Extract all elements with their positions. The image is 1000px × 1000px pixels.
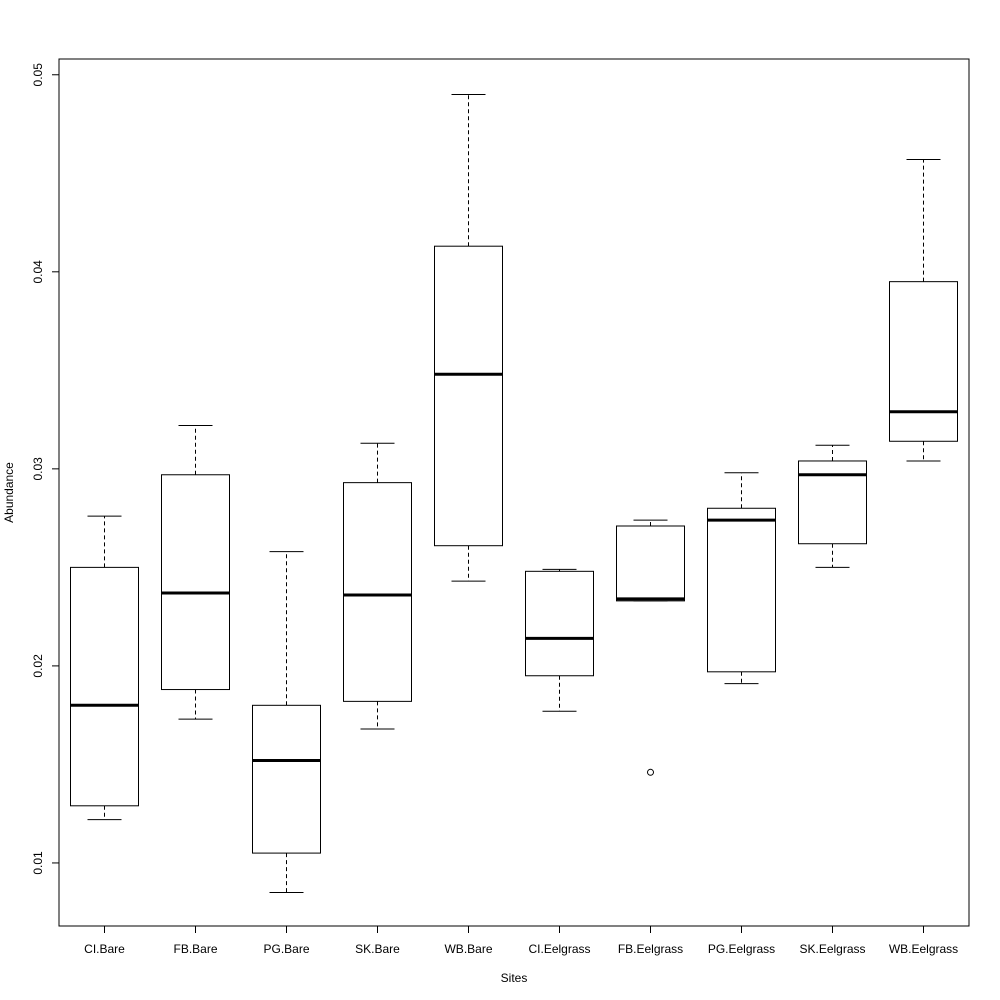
x-tick-label: PG.Eelgrass <box>708 942 775 956</box>
x-axis-title: Sites <box>501 971 528 985</box>
y-tick-label: 0.04 <box>31 260 45 284</box>
x-axis: CI.Bare FB.Bare PG.Bare SK.Bare WB.Bare CI.Ee… <box>84 926 958 956</box>
x-tick-label: WB.Eelgrass <box>889 942 958 956</box>
box-PG.Eelgrass <box>707 472 776 685</box>
iqr-box <box>616 525 685 602</box>
y-axis-title: Abundance <box>2 462 16 523</box>
outlier-point <box>647 768 654 776</box>
box-SK.Eelgrass <box>798 444 867 568</box>
plot-frame <box>58 58 970 927</box>
iqr-box <box>707 507 776 673</box>
y-axis: 0.01 0.02 0.03 0.04 0.05 <box>31 63 59 875</box>
y-tick-label: 0.02 <box>31 654 45 678</box>
x-tick-label: PG.Bare <box>263 942 309 956</box>
box-CI.Bare <box>70 515 139 821</box>
box-WB.Eelgrass <box>889 158 958 462</box>
iqr-box <box>434 245 503 547</box>
iqr-box <box>70 566 139 807</box>
iqr-box <box>525 570 594 677</box>
box-SK.Bare <box>343 442 412 730</box>
x-tick-label: WB.Bare <box>444 942 492 956</box>
box-PG.Bare <box>252 551 321 894</box>
y-tick-label: 0.03 <box>31 457 45 481</box>
iqr-box <box>889 281 958 442</box>
x-tick-label: SK.Bare <box>355 942 400 956</box>
iqr-box <box>343 482 412 702</box>
y-tick-label: 0.01 <box>31 851 45 875</box>
x-tick-label: FB.Bare <box>173 942 217 956</box>
box-CI.Eelgrass <box>525 568 594 712</box>
x-tick-label: SK.Eelgrass <box>799 942 865 956</box>
iqr-box <box>161 474 230 691</box>
box-FB.Eelgrass <box>616 519 685 776</box>
x-tick-label: CI.Bare <box>84 942 125 956</box>
box-FB.Bare <box>161 425 230 720</box>
x-tick-label: FB.Eelgrass <box>618 942 683 956</box>
boxes-group <box>70 93 958 894</box>
x-tick-label: CI.Eelgrass <box>528 942 590 956</box>
box-WB.Bare <box>434 93 503 582</box>
iqr-box <box>252 704 321 854</box>
y-tick-label: 0.05 <box>31 63 45 87</box>
